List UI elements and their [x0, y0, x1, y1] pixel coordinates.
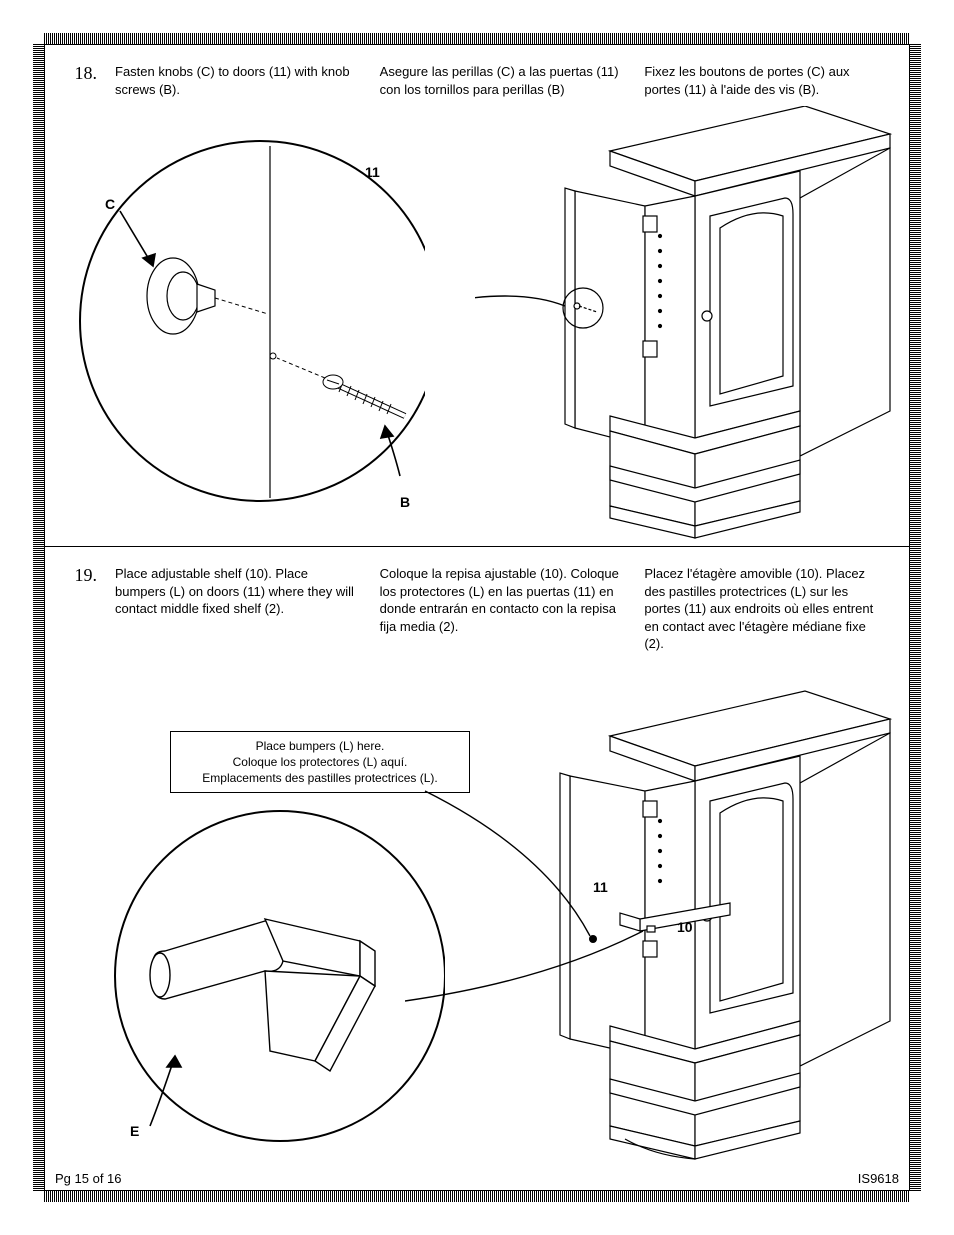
label-c: C	[105, 196, 115, 212]
leader-pin	[405, 921, 805, 1121]
label-11-step18: 11	[365, 164, 380, 180]
step-19-text-es: Coloque la repisa ajustable (10). Coloqu…	[380, 565, 623, 653]
page-footer: Pg 15 of 16 IS9618	[55, 1171, 899, 1186]
step-19-figure: Place bumpers (L) here. Coloque los prot…	[45, 661, 909, 1191]
step-18-cabinet	[475, 106, 895, 546]
label-b: B	[400, 494, 410, 510]
bumper-line-en: Place bumpers (L) here.	[181, 738, 459, 754]
step-18-text-en: Fasten knobs (C) to doors (11) with knob…	[115, 63, 358, 98]
step-19-text-en: Place adjustable shelf (10). Place bumpe…	[115, 565, 358, 653]
step-18-text-columns: Fasten knobs (C) to doors (11) with knob…	[115, 63, 887, 98]
step-19-text-fr: Placez l'étagère amovible (10). Placez d…	[644, 565, 887, 653]
footer-page-number: Pg 15 of 16	[55, 1171, 122, 1186]
bumper-line-es: Coloque los protectores (L) aquí.	[181, 754, 459, 770]
step-19-header: 19. Place adjustable shelf (10). Place b…	[45, 547, 909, 661]
footer-doc-id: IS9618	[858, 1171, 899, 1186]
step-18-detail-circle	[65, 126, 425, 516]
step-19: 19. Place adjustable shelf (10). Place b…	[45, 547, 909, 1191]
page: 18. Fasten knobs (C) to doors (11) with …	[44, 44, 910, 1191]
step-19-text-columns: Place adjustable shelf (10). Place bumpe…	[115, 565, 887, 653]
step-18: 18. Fasten knobs (C) to doors (11) with …	[45, 45, 909, 546]
step-18-header: 18. Fasten knobs (C) to doors (11) with …	[45, 45, 909, 106]
decorative-border-right	[909, 44, 921, 1191]
step-19-number: 19.	[67, 565, 97, 653]
label-10: 10	[677, 919, 693, 935]
label-e: E	[130, 1123, 139, 1139]
step-18-text-fr: Fixez les boutons de portes (C) aux port…	[644, 63, 887, 98]
step-18-text-es: Asegure las perillas (C) a las puertas (…	[380, 63, 623, 98]
step-18-number: 18.	[67, 63, 97, 98]
label-11-step19: 11	[593, 879, 608, 895]
step-18-figure: C 11 B	[45, 106, 909, 546]
